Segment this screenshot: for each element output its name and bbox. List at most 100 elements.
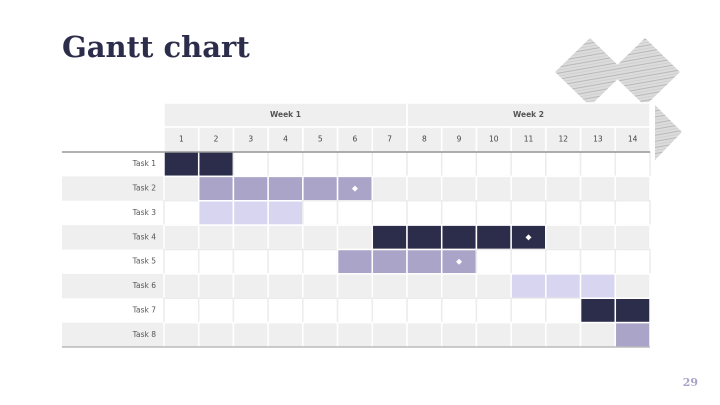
empty-cell: [475, 175, 512, 202]
empty-cell: [475, 321, 512, 348]
empty-cell: [371, 273, 408, 299]
day-label: 7: [387, 135, 392, 144]
empty-cell: [302, 297, 339, 324]
empty-cell: [163, 273, 200, 299]
empty-cell: [579, 248, 617, 275]
empty-cell: [545, 200, 582, 226]
day-label: 10: [489, 135, 499, 144]
empty-cell: [475, 200, 512, 226]
task-bar-cell: [197, 175, 235, 202]
empty-cell: [163, 224, 200, 251]
empty-cell: [197, 224, 235, 251]
empty-cell: [371, 175, 408, 202]
empty-cell: [406, 175, 443, 202]
task-label: Task 4: [132, 232, 157, 241]
empty-cell: [510, 151, 547, 178]
task-bar-cell: [163, 151, 200, 178]
empty-cell: [545, 224, 582, 251]
empty-cell: [232, 248, 269, 275]
task-bar-cell: [406, 224, 443, 251]
task-bar-cell: [510, 273, 547, 299]
empty-cell: [232, 224, 269, 251]
task-bar-cell: [545, 273, 582, 299]
empty-cell: [579, 224, 617, 251]
empty-cell: [614, 273, 651, 299]
empty-cell: [614, 224, 651, 251]
empty-cell: [232, 151, 269, 178]
empty-cell: [475, 297, 512, 324]
day-label: 8: [422, 135, 427, 144]
empty-cell: [267, 273, 304, 299]
empty-cell: [579, 151, 617, 178]
task-label: Task 8: [132, 330, 157, 339]
task-bar-cell: [614, 321, 651, 348]
empty-cell: [440, 175, 478, 202]
empty-cell: [545, 297, 582, 324]
milestone: [351, 185, 358, 192]
empty-cell: [267, 224, 304, 251]
empty-cell: [336, 224, 374, 251]
task-bar-cell: [579, 297, 617, 324]
task-bar-cell: [197, 200, 235, 226]
day-label: 6: [353, 135, 358, 144]
task-bar-cell: [371, 224, 408, 251]
empty-cell: [371, 297, 408, 324]
empty-cell: [336, 200, 374, 226]
empty-cell: [232, 321, 269, 348]
empty-cell: [336, 273, 374, 299]
empty-cell: [371, 151, 408, 178]
task-bar-cell: [336, 175, 374, 202]
week-label: Week 1: [270, 110, 301, 119]
page-number: 29: [683, 376, 698, 389]
day-label: 5: [318, 135, 323, 144]
empty-cell: [302, 151, 339, 178]
empty-cell: [510, 321, 547, 348]
empty-cell: [267, 151, 304, 178]
empty-cell: [614, 175, 651, 202]
empty-cell: [371, 321, 408, 348]
empty-cell: [197, 248, 235, 275]
task-label: Task 2: [132, 184, 157, 193]
task-label: Task 1: [132, 159, 157, 168]
empty-cell: [614, 200, 651, 226]
empty-cell: [510, 175, 547, 202]
task-bar-cell: [267, 175, 304, 202]
empty-cell: [302, 200, 339, 226]
empty-cell: [302, 248, 339, 275]
task-label: Task 5: [132, 257, 157, 266]
empty-cell: [336, 321, 374, 348]
empty-cell: [163, 175, 200, 202]
milestone: [525, 234, 532, 241]
empty-cell: [440, 200, 478, 226]
empty-cell: [232, 273, 269, 299]
title: Gantt chart: [62, 30, 250, 64]
task-bar-cell: [579, 273, 617, 299]
empty-cell: [440, 321, 478, 348]
empty-cell: [163, 297, 200, 324]
empty-cell: [510, 297, 547, 324]
task-bar-cell: [302, 175, 339, 202]
task-label: Task 3: [132, 208, 157, 217]
empty-cell: [440, 151, 478, 178]
empty-cell: [579, 175, 617, 202]
empty-cell: [614, 151, 651, 178]
task-label: Task 6: [132, 281, 157, 290]
empty-cell: [163, 321, 200, 348]
empty-cell: [232, 297, 269, 324]
empty-cell: [475, 273, 512, 299]
empty-cell: [545, 321, 582, 348]
task-bar-cell: [232, 200, 269, 226]
empty-cell: [406, 200, 443, 226]
task-bar-cell: [232, 175, 269, 202]
empty-cell: [545, 151, 582, 178]
empty-cell: [336, 297, 374, 324]
empty-cell: [197, 297, 235, 324]
empty-cell: [406, 321, 443, 348]
empty-cell: [545, 248, 582, 275]
empty-cell: [579, 200, 617, 226]
day-label: 11: [524, 135, 534, 144]
empty-cell: [163, 248, 200, 275]
empty-cell: [545, 175, 582, 202]
week-label: Week 2: [513, 110, 544, 119]
